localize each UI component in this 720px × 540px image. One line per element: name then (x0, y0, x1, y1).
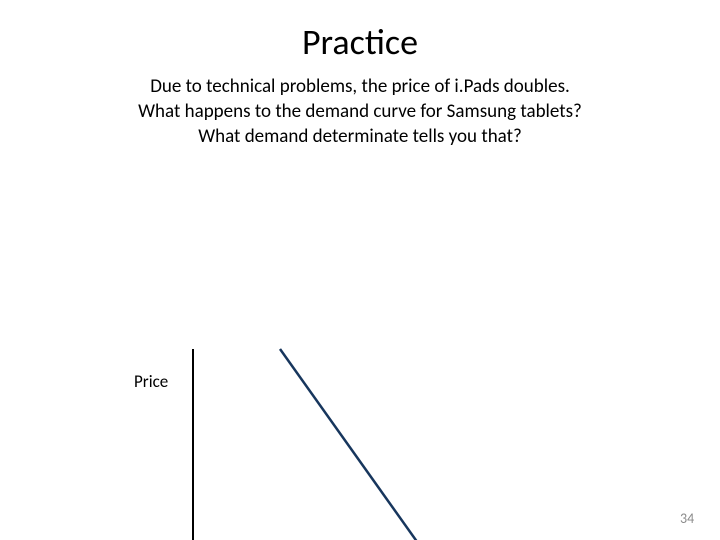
slide: { "title": { "text": "Practice", "fontsi… (0, 0, 720, 540)
subtitle-line-2: What happens to the demand curve for Sam… (0, 99, 720, 124)
axis-label-price: Price (134, 371, 168, 392)
demand-curve (280, 349, 440, 540)
page-number: 34 (680, 510, 694, 527)
subtitle-line-1: Due to technical problems, the price of … (0, 74, 720, 99)
demand-line-svg (0, 149, 720, 540)
slide-title: Practice (0, 20, 720, 64)
slide-subtitle: Due to technical problems, the price of … (0, 74, 720, 149)
subtitle-line-3: What demand determinate tells you that? (0, 124, 720, 149)
